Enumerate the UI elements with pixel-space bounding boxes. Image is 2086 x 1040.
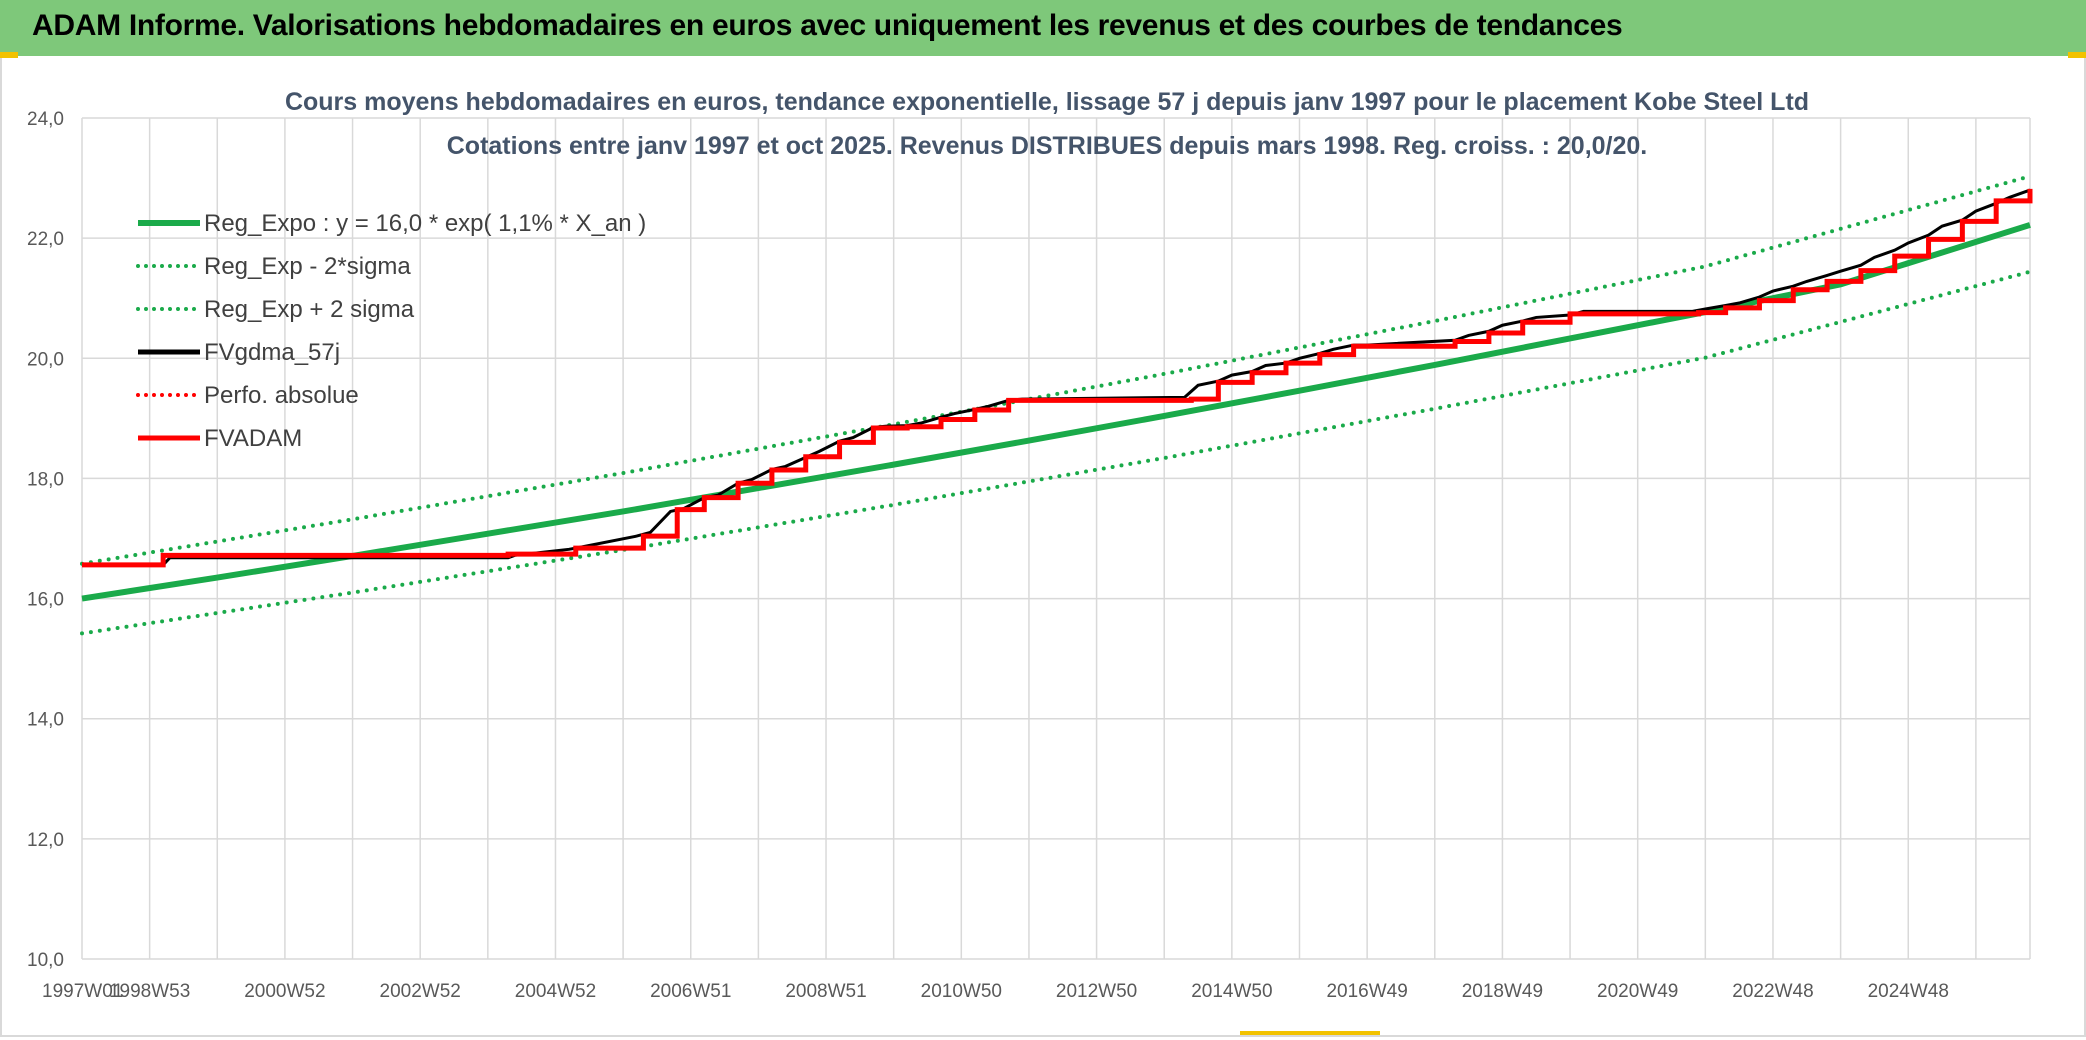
chart-series <box>80 174 2033 636</box>
x-tick-label: 2002W52 <box>380 981 461 1002</box>
x-tick-label: 2000W52 <box>244 981 325 1002</box>
legend-label: Reg_Exp - 2*sigma <box>204 253 411 280</box>
y-tick-label: 20,0 <box>27 349 64 370</box>
report-banner: ADAM Informe. Valorisations hebdomadaire… <box>0 0 2086 56</box>
legend-label: Perfo. absolue <box>204 382 359 409</box>
chart-area: 10,0 12,0 14,0 16,0 18,0 20,0 22,0 24,0 1997W01… <box>0 58 2086 1037</box>
legend-label: Reg_Exp + 2 sigma <box>204 296 415 323</box>
x-tick-label: 2006W51 <box>650 981 731 1002</box>
legend-label: Reg_Expo : y = 16,0 * exp( 1,1% * X_an ) <box>204 210 646 237</box>
chart-title: Cours moyens hebdomadaires en euros, ten… <box>285 88 1809 116</box>
x-tick-label: 2014W50 <box>1191 981 1272 1002</box>
x-tick-label: 1998W53 <box>109 981 190 1002</box>
chart-legend: Reg_Expo : y = 16,0 * exp( 1,1% * X_an )… <box>136 210 646 452</box>
line-chart: 10,0 12,0 14,0 16,0 18,0 20,0 22,0 24,0 1997W01… <box>27 88 2033 1002</box>
y-tick-label: 18,0 <box>27 469 64 490</box>
y-tick-label: 10,0 <box>27 950 64 971</box>
y-tick-label: 14,0 <box>27 710 64 731</box>
x-tick-label: 1997W01 <box>42 981 123 1002</box>
x-tick-label: 2016W49 <box>1326 981 1407 1002</box>
y-axis-ticks: 10,0 12,0 14,0 16,0 18,0 20,0 22,0 24,0 <box>27 109 64 971</box>
corner-marker-right <box>2068 52 2086 58</box>
x-tick-label: 2012W50 <box>1056 981 1137 1002</box>
x-tick-label: 2018W49 <box>1462 981 1543 1002</box>
x-tick-label: 2004W52 <box>515 981 596 1002</box>
y-tick-label: 16,0 <box>27 590 64 611</box>
x-tick-label: 2024W48 <box>1868 981 1949 1002</box>
x-tick-label: 2020W49 <box>1597 981 1678 1002</box>
series-line-reg-expo <box>81 222 2031 602</box>
report-title: ADAM Informe. Valorisations hebdomadaire… <box>32 9 1623 42</box>
y-tick-label: 24,0 <box>27 109 64 130</box>
chart-grid <box>81 117 2031 960</box>
x-tick-label: 2008W51 <box>785 981 866 1002</box>
x-tick-label: 2022W48 <box>1732 981 1813 1002</box>
legend-label: FVgdma_57j <box>204 339 340 366</box>
series-line-fvgdma-57j <box>82 188 2031 567</box>
corner-marker-left <box>0 52 18 58</box>
legend-label: FVADAM <box>204 425 302 452</box>
chart-subtitle: Cotations entre janv 1997 et oct 2025. R… <box>447 132 1648 160</box>
y-tick-label: 22,0 <box>27 229 64 250</box>
y-tick-label: 12,0 <box>27 830 64 851</box>
x-tick-label: 2010W50 <box>921 981 1002 1002</box>
series-line-reg-exp <box>80 269 2032 636</box>
series-line-fvadam <box>82 188 2033 568</box>
bottom-marker <box>1240 1031 1380 1037</box>
